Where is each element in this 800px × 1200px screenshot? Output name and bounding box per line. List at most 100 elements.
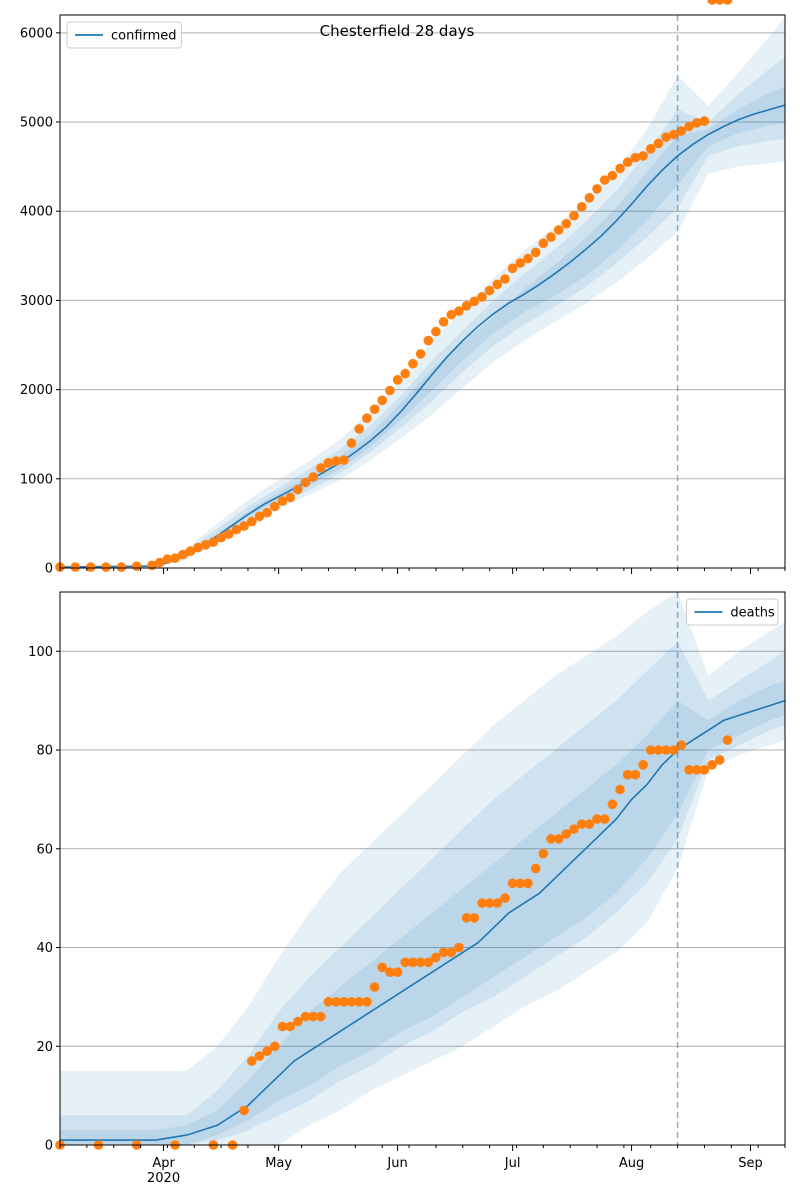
confirmed-panel-observed-point — [408, 358, 418, 369]
confirmed-panel-observed-point — [446, 309, 457, 320]
confirmed-panel-observed-point — [561, 218, 572, 229]
confirmed-panel-observed-point — [362, 413, 372, 424]
confirmed-panel-observed-point — [431, 326, 441, 337]
deaths-panel-xtick-year-label: 2020 — [147, 1171, 180, 1186]
confirmed-panel-legend-label: confirmed — [111, 29, 177, 44]
confirmed-panel-ytick-label: 5000 — [20, 116, 53, 131]
confirmed-panel-observed-point — [331, 456, 342, 466]
deaths-panel-observed-point — [316, 1011, 326, 1022]
deaths-panel-observed-point — [484, 898, 495, 908]
confirmed-panel-observed-point — [684, 121, 694, 132]
confirmed-panel-observed-point — [676, 126, 687, 136]
deaths-panel-observed-point — [692, 765, 702, 775]
deaths-panel-observed-point — [454, 942, 464, 953]
confirmed-panel-observed-point — [492, 279, 503, 290]
deaths-panel-observed-point — [300, 1011, 311, 1022]
confirmed-panel-observed-point — [607, 170, 618, 181]
deaths-panel-ytick-label: 40 — [36, 941, 53, 956]
confirmed-panel-observed-point — [707, 0, 717, 5]
deaths-panel-observed-point — [431, 952, 441, 963]
deaths-panel-xtick-label: Aug — [619, 1156, 644, 1171]
confirmed-panel-observed-point — [101, 562, 111, 572]
confirmed-panel-ytick-label: 1000 — [20, 472, 53, 487]
deaths-panel-ytick-label: 80 — [36, 744, 53, 759]
confirmed-panel-observed-point — [162, 554, 173, 564]
confirmed-panel-observed-point — [576, 202, 587, 212]
deaths-panel-observed-point — [254, 1051, 265, 1061]
deaths-panel-xtick-label: Jul — [504, 1156, 521, 1171]
deaths-panel-observed-point — [377, 962, 388, 973]
deaths-panel-observed-point — [469, 913, 480, 923]
confirmed-panel-observed-point — [415, 349, 426, 359]
deaths-panel-xtick-label: Jun — [386, 1156, 407, 1171]
deaths-panel-observed-point — [553, 834, 564, 844]
deaths-panel-observed-point — [622, 769, 633, 780]
deaths-panel-xtick-label: Apr — [152, 1156, 175, 1171]
deaths-panel-observed-point — [515, 878, 526, 889]
deaths-panel-observed-point — [599, 814, 610, 824]
deaths-panel-observed-point — [607, 799, 618, 810]
confirmed-panel-observed-point — [154, 557, 165, 568]
confirmed-panel-observed-point — [530, 247, 541, 258]
deaths-panel-observed-point — [423, 957, 434, 968]
confirmed-panel-observed-point — [185, 546, 196, 556]
confirmed-panel-observed-point — [622, 157, 633, 167]
confirmed-panel-observed-point — [392, 375, 403, 385]
confirmed-panel-observed-point — [569, 210, 579, 221]
confirmed-panel-observed-point — [584, 193, 595, 203]
confirmed-panel-observed-point — [293, 484, 303, 495]
deaths-panel-observed-point — [331, 997, 342, 1007]
confirmed-panel-observed-point — [201, 540, 211, 550]
confirmed-panel-observed-point — [592, 184, 602, 194]
confirmed-panel-observed-point — [661, 132, 671, 142]
confirmed-panel-observed-point — [438, 317, 449, 327]
confirmed-panel-observed-point — [477, 292, 487, 302]
confirmed-panel-observed-point — [262, 507, 272, 518]
confirmed-panel-observed-point — [116, 562, 127, 572]
deaths-panel-observed-point — [308, 1011, 319, 1022]
deaths-panel-uncertainty-band-3 — [60, 680, 785, 1145]
confirmed-panel-observed-point — [254, 511, 265, 522]
confirmed-panel-observed-point — [131, 561, 142, 571]
confirmed-panel-observed-point — [461, 301, 472, 311]
confirmed-panel-observed-point — [346, 438, 357, 448]
confirmed-panel-observed-point — [216, 532, 226, 543]
deaths-panel-observed-point — [477, 898, 487, 908]
confirmed-panel-observed-point — [270, 501, 280, 512]
confirmed-panel-observed-point — [385, 385, 395, 396]
confirmed-panel-observed-point — [285, 492, 296, 503]
deaths-panel-observed-point — [592, 814, 602, 824]
deaths-panel-legend-label: deaths — [730, 606, 775, 621]
deaths-panel-observed-point — [285, 1021, 296, 1032]
deaths-panel-ytick-label: 20 — [36, 1040, 53, 1055]
deaths-panel-observed-point — [569, 824, 579, 834]
confirmed-panel-observed-point — [316, 463, 326, 473]
deaths-panel-observed-point — [661, 745, 671, 755]
confirmed-panel-observed-point — [615, 163, 625, 174]
confirmed-chart: 0 1000 2000 3000 4000 5000 6000 confirmed — [20, 0, 786, 577]
confirmed-panel-observed-point — [193, 542, 203, 553]
deaths-panel-observed-point — [653, 745, 664, 755]
deaths-panel-observed-point — [293, 1016, 303, 1027]
deaths-panel-ytick-label: 60 — [36, 842, 53, 857]
confirmed-panel-observed-point — [715, 0, 725, 5]
deaths-panel-observed-point — [615, 784, 625, 795]
confirmed-panel-observed-point — [400, 368, 411, 379]
confirmed-panel-observed-point — [553, 225, 564, 235]
confirmed-panel-observed-point — [638, 151, 648, 161]
confirmed-panel-observed-point — [469, 296, 480, 307]
confirmed-panel-observed-point — [369, 404, 380, 415]
confirmed-panel-observed-point — [178, 549, 188, 560]
deaths-panel-observed-point — [262, 1046, 272, 1056]
deaths-panel-observed-point — [707, 760, 717, 770]
confirmed-panel-observed-point — [247, 516, 257, 527]
confirmed-panel-observed-point — [454, 306, 464, 316]
deaths-panel-observed-point — [722, 735, 733, 745]
confirmed-panel-observed-point — [224, 529, 234, 539]
deaths-panel-observed-point — [446, 947, 457, 958]
deaths-panel-observed-point — [270, 1041, 280, 1052]
deaths-panel-observed-point — [346, 997, 357, 1007]
confirmed-panel-observed-point — [231, 524, 242, 535]
confirmed-panel-observed-point — [515, 258, 526, 268]
deaths-panel-xtick-label: Sep — [738, 1156, 763, 1171]
